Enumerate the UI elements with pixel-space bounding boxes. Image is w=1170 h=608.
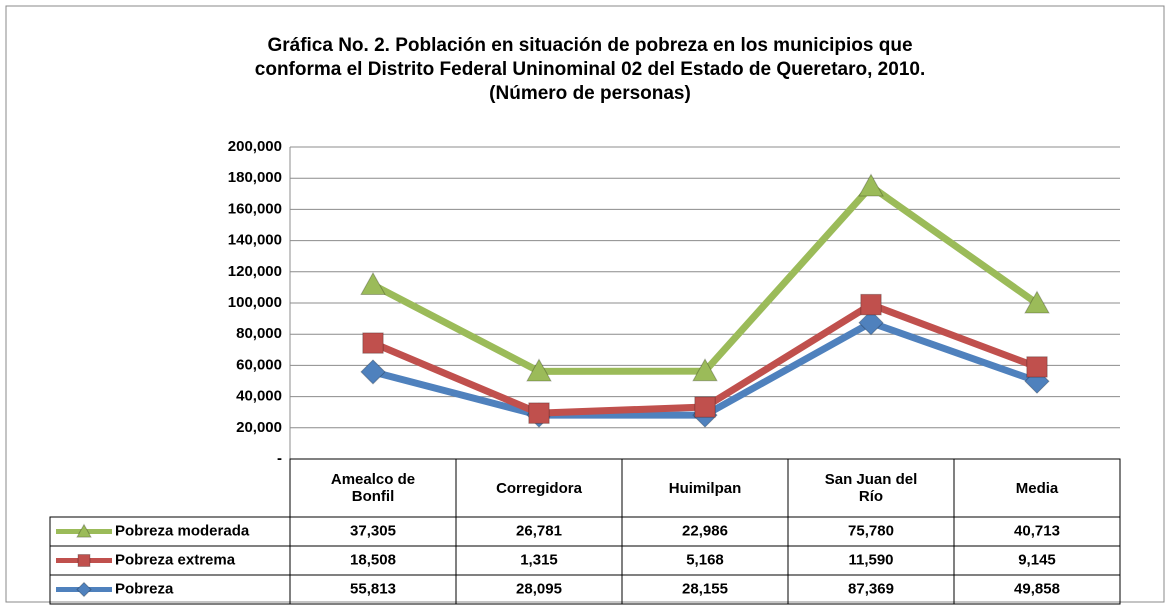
legend-marker bbox=[77, 554, 91, 567]
table-value: 5,168 bbox=[686, 551, 724, 568]
table-value: 28,095 bbox=[516, 580, 562, 597]
x-tick-label: Corregidora bbox=[496, 479, 582, 497]
legend-label: Pobreza moderada bbox=[115, 522, 250, 539]
x-tick-label: Huimilpan bbox=[668, 479, 742, 497]
table-value: 18,508 bbox=[350, 551, 396, 568]
table-value: 1,315 bbox=[520, 551, 558, 568]
data-point bbox=[1024, 290, 1050, 314]
x-tick-label-box: Amealco de Bonfil bbox=[330, 471, 416, 505]
table-value: 37,305 bbox=[350, 522, 396, 539]
data-point bbox=[694, 396, 716, 418]
data-point bbox=[858, 173, 884, 197]
x-tick-label-box: San Juan del Río bbox=[824, 471, 918, 505]
legend-marker bbox=[76, 523, 92, 538]
data-point bbox=[362, 332, 384, 354]
data-point bbox=[360, 271, 386, 295]
x-tick-label: San Juan del Río bbox=[824, 471, 918, 505]
chart-border bbox=[5, 5, 1165, 603]
data-point bbox=[1026, 356, 1048, 378]
chart-title: conforma el Distrito Federal Uninominal … bbox=[255, 59, 925, 80]
data-point bbox=[860, 293, 882, 316]
data-point bbox=[858, 309, 884, 336]
y-tick-label: 140,000 bbox=[228, 232, 282, 249]
y-tick-label: 200,000 bbox=[228, 138, 282, 155]
table-value: 75,780 bbox=[848, 522, 894, 539]
y-tick-label: 40,000 bbox=[236, 388, 282, 405]
legend-label: Pobreza extrema bbox=[115, 551, 236, 568]
data-point bbox=[526, 358, 552, 382]
x-tick-label-box: Huimilpan bbox=[668, 479, 742, 497]
x-tick-label: Amealco de Bonfil bbox=[330, 471, 416, 505]
table-value: 49,858 bbox=[1014, 580, 1060, 597]
table-value: 26,781 bbox=[516, 522, 562, 539]
data-point bbox=[528, 402, 550, 424]
y-tick-label: - bbox=[277, 450, 282, 467]
legend-marker bbox=[76, 581, 92, 598]
y-tick-label: 180,000 bbox=[228, 169, 282, 186]
table-value: 87,369 bbox=[848, 580, 894, 597]
chart-title: (Número de personas) bbox=[489, 83, 691, 104]
y-tick-label: 20,000 bbox=[236, 419, 282, 436]
y-tick-label: 80,000 bbox=[236, 325, 282, 342]
data-point bbox=[360, 359, 386, 385]
table-value: 9,145 bbox=[1018, 551, 1056, 568]
y-tick-label: 160,000 bbox=[228, 200, 282, 217]
data-point bbox=[692, 358, 718, 382]
y-tick-label: 120,000 bbox=[228, 263, 282, 280]
table-value: 40,713 bbox=[1014, 522, 1060, 539]
table-value: 28,155 bbox=[682, 580, 728, 597]
x-tick-label-box: Corregidora bbox=[496, 479, 582, 497]
legend-label: Pobreza bbox=[115, 580, 174, 597]
y-tick-label: 60,000 bbox=[236, 356, 282, 373]
x-tick-label-box: Media bbox=[1015, 479, 1059, 497]
table-value: 22,986 bbox=[682, 522, 728, 539]
y-tick-label: 100,000 bbox=[228, 294, 282, 311]
table-value: 55,813 bbox=[350, 580, 396, 597]
chart-title: Gráfica No. 2. Población en situación de… bbox=[267, 35, 912, 56]
table-value: 11,590 bbox=[848, 551, 893, 568]
x-tick-label: Media bbox=[1015, 479, 1059, 497]
